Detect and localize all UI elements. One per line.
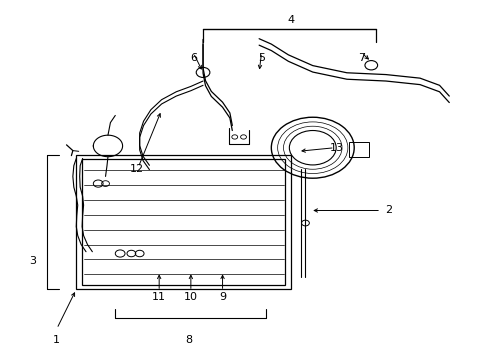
Text: 10: 10	[183, 292, 198, 302]
Text: 11: 11	[152, 292, 166, 302]
Text: 2: 2	[384, 206, 391, 216]
Text: 4: 4	[286, 15, 294, 26]
Text: 8: 8	[184, 334, 192, 345]
Text: 7: 7	[357, 53, 365, 63]
Text: 6: 6	[189, 53, 196, 63]
Text: 1: 1	[53, 334, 60, 345]
Text: 9: 9	[219, 292, 225, 302]
Text: 3: 3	[29, 256, 36, 266]
Text: 12: 12	[130, 164, 144, 174]
Text: 13: 13	[329, 143, 344, 153]
Text: 5: 5	[258, 53, 264, 63]
